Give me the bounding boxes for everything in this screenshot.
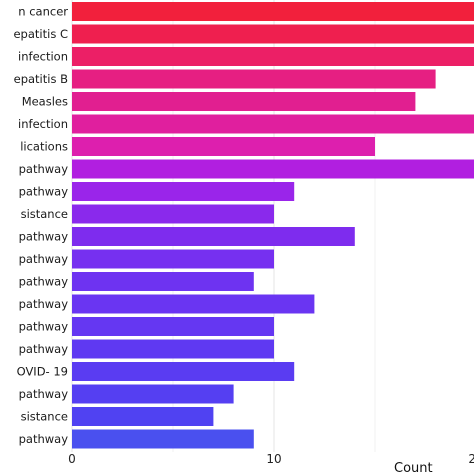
bar xyxy=(72,159,474,179)
category-label: pathway xyxy=(19,432,69,446)
bar xyxy=(72,407,214,426)
category-label: pathway xyxy=(19,252,69,266)
category-label: pathway xyxy=(19,275,69,289)
x-tick-label: 10 xyxy=(266,452,281,466)
bar xyxy=(72,362,295,381)
bar xyxy=(72,272,254,291)
bars-group xyxy=(72,2,474,449)
panel-background xyxy=(72,0,474,452)
category-label: sistance xyxy=(21,207,68,221)
bar xyxy=(72,47,474,66)
bar xyxy=(72,249,274,269)
category-label: n cancer xyxy=(18,5,68,19)
category-label: OVID- 19 xyxy=(17,365,68,379)
bar xyxy=(72,69,436,89)
category-label: sistance xyxy=(21,410,68,424)
bar xyxy=(72,384,234,404)
bar xyxy=(72,182,295,201)
bar xyxy=(72,317,274,336)
bar xyxy=(72,227,355,246)
bar xyxy=(72,429,254,449)
category-label: pathway xyxy=(19,320,69,334)
bar xyxy=(72,294,315,314)
category-label: infection xyxy=(18,50,68,64)
x-tick-label: 0 xyxy=(68,452,76,466)
category-label: epatitis C xyxy=(13,27,68,41)
category-label: pathway xyxy=(19,185,69,199)
bar xyxy=(72,339,274,359)
x-tick-label: 2 xyxy=(468,452,474,466)
category-labels: n cancer epatitis C infection epatitis B Mea… xyxy=(13,5,68,447)
bar xyxy=(72,204,274,224)
bar xyxy=(72,114,474,134)
x-axis-title: Count xyxy=(394,461,433,474)
category-label: pathway xyxy=(19,297,69,311)
category-label: pathway xyxy=(19,342,69,356)
bar xyxy=(72,24,474,44)
category-label: lications xyxy=(20,140,68,154)
category-label: Measles xyxy=(22,95,68,109)
category-label: epatitis B xyxy=(14,72,68,86)
bar xyxy=(72,137,375,156)
category-label: pathway xyxy=(19,230,69,244)
category-label: infection xyxy=(18,117,68,131)
category-label: pathway xyxy=(19,162,69,176)
bar xyxy=(72,2,474,21)
x-axis-ticks: 0 10 2 xyxy=(68,452,474,466)
category-label: pathway xyxy=(19,387,69,401)
bar xyxy=(72,92,416,111)
